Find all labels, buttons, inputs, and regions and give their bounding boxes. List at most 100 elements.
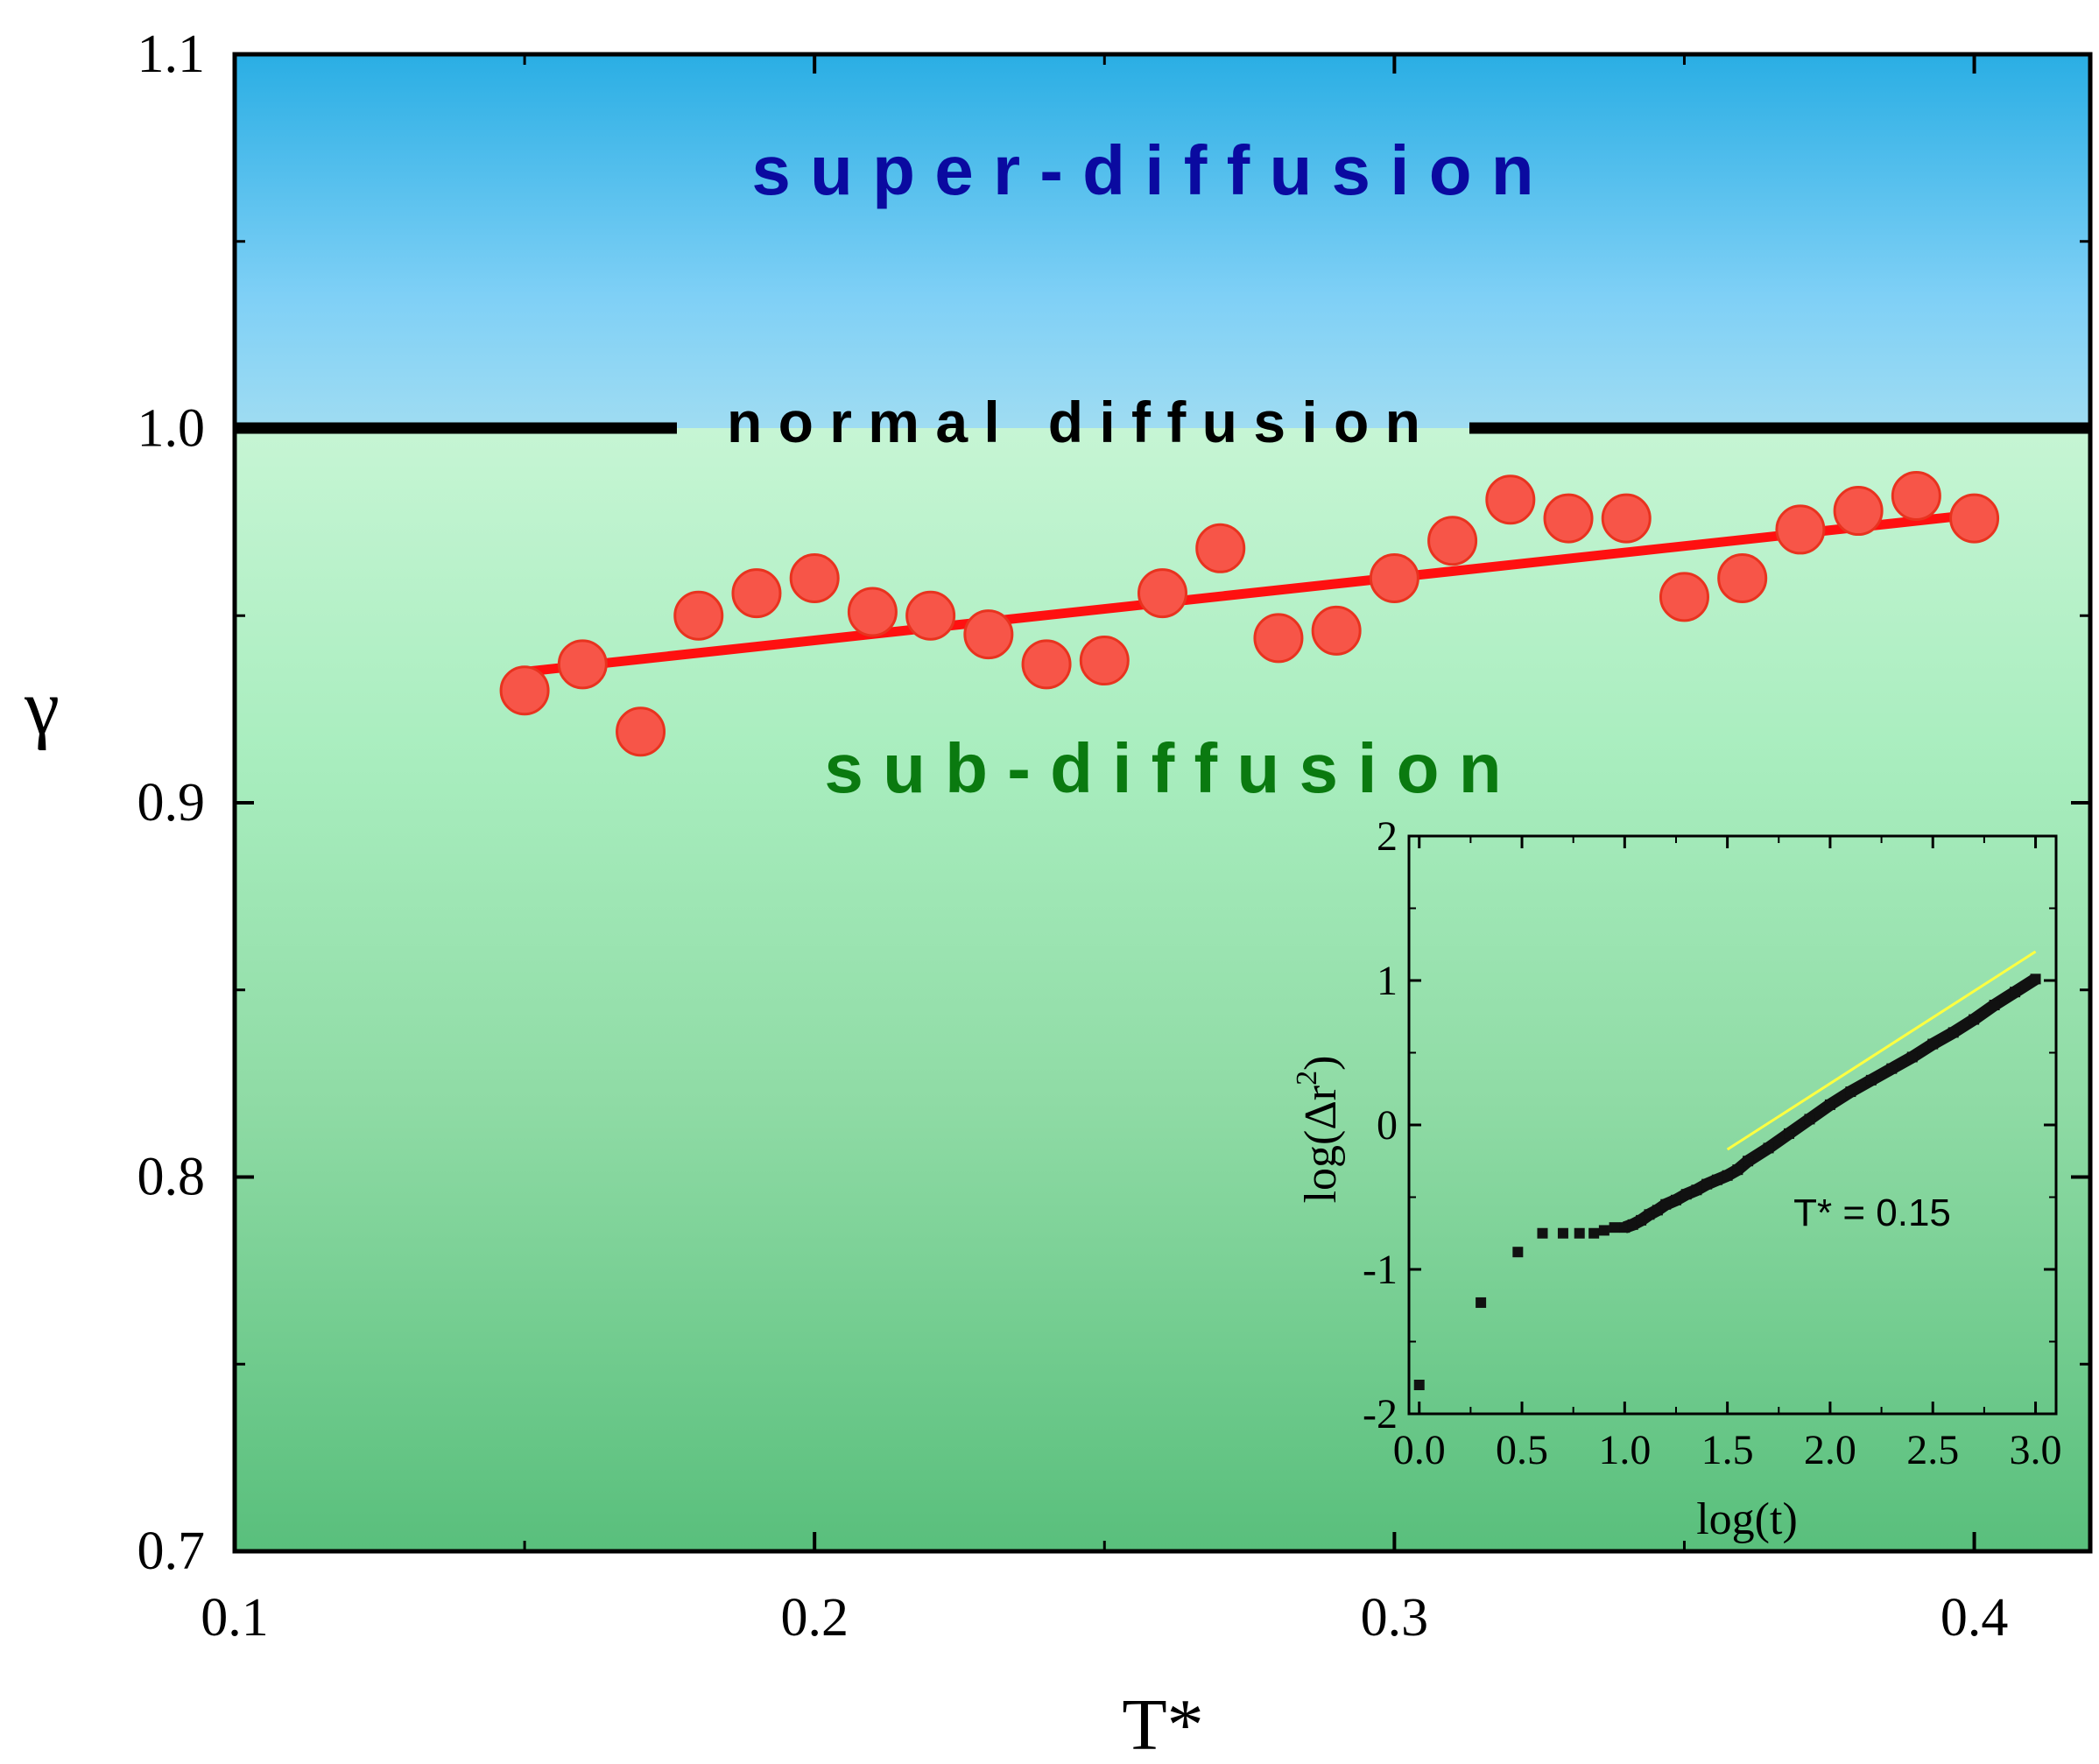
data-point (1833, 486, 1884, 537)
inset-y-tick-label: 0 (1377, 1102, 1398, 1149)
inset-data-point (1732, 1164, 1743, 1176)
inset-data-point (1743, 1156, 1754, 1167)
data-point (847, 587, 898, 637)
super-diffusion-region (235, 54, 2090, 428)
inset-y-tick-label: 1 (1377, 958, 1398, 1004)
y-tick-label: 0.7 (137, 1522, 206, 1581)
data-point (1891, 470, 1941, 521)
inset-data-point (1413, 1380, 1425, 1390)
data-point (1311, 605, 1362, 656)
x-tick-label: 0.1 (201, 1588, 269, 1648)
data-point (1485, 474, 1536, 525)
inset-data-point (1989, 1000, 2000, 1011)
main-points-group (499, 470, 2000, 757)
inset-x-axis-title: log(t) (1696, 1494, 1798, 1544)
x-tick-label: 0.2 (780, 1588, 849, 1648)
inset-data-point (1948, 1027, 1959, 1038)
inset-data-point (1784, 1128, 1795, 1139)
inset-x-tick-label: 2.0 (1804, 1427, 1856, 1473)
data-point (1079, 636, 1130, 686)
inset-data-point (1711, 1174, 1722, 1185)
data-point (789, 553, 840, 603)
data-point (1601, 493, 1652, 544)
inset-ticks-group: 0.0 0.5 1.0 1.5 2.0 2.5 3.0 -2 -1 0 1 2 (1363, 813, 2062, 1473)
data-point (673, 590, 724, 641)
x-tick-label: 0.3 (1361, 1588, 1429, 1648)
inset-y-axis-title: log(Δr2) (1291, 1056, 1346, 1204)
data-point (557, 639, 608, 690)
x-tick-label: 0.4 (1941, 1588, 2009, 1648)
inset-annotation: T* = 0.15 (1793, 1191, 1951, 1234)
inset-data-point (2010, 987, 2021, 998)
data-point (1949, 493, 2000, 544)
inset-data-point (1557, 1227, 1568, 1239)
inset-data-point (2030, 973, 2041, 985)
data-point (963, 609, 1014, 660)
inset-data-point (1660, 1198, 1672, 1210)
data-point (1195, 523, 1246, 573)
data-point (731, 568, 782, 619)
main-ticks-group: 0.1 0.2 0.3 0.4 0.7 0.8 0.9 1.0 1.1 (137, 25, 2090, 1648)
inset-chart: 0.0 0.5 1.0 1.5 2.0 2.5 3.0 -2 -1 0 1 2 T* = 0.15 l… (1291, 813, 2062, 1544)
inset-x-tick-label: 3.0 (2010, 1427, 2062, 1473)
inset-data-point (1927, 1038, 1939, 1050)
data-point (616, 706, 666, 757)
data-point (1253, 613, 1304, 664)
data-point (1138, 568, 1187, 619)
inset-data-point (1763, 1142, 1774, 1154)
inset-data-point (1906, 1051, 1918, 1063)
main-fit-group (519, 510, 1980, 677)
inset-data-point (1598, 1225, 1609, 1236)
data-point (1717, 553, 1768, 603)
y-tick-label: 1.1 (137, 25, 206, 84)
normal-diffusion-label: n o r m a l d i f f u s i o n (727, 390, 1420, 454)
inset-y-tick-label: -2 (1363, 1391, 1398, 1437)
inset-data-point (1680, 1189, 1692, 1200)
inset-x-tick-label: 2.5 (1906, 1427, 1959, 1473)
inset-data-point (1588, 1227, 1600, 1239)
y-tick-label: 0.8 (137, 1148, 206, 1207)
inset-data-point (1824, 1099, 1835, 1110)
inset-data-point (1537, 1227, 1548, 1239)
data-point (905, 590, 956, 641)
y-tick-label: 0.9 (137, 773, 206, 833)
x-axis-title: T* (1122, 1684, 1203, 1764)
inset-data-point (1865, 1074, 1877, 1086)
inset-x-tick-label: 1.5 (1701, 1427, 1754, 1473)
fit-line (519, 510, 1980, 677)
data-point (1427, 516, 1478, 566)
inset-data-point (1969, 1014, 1980, 1025)
inset-data-point (1701, 1178, 1713, 1190)
inset-data-point (1886, 1063, 1898, 1074)
data-point (1369, 553, 1419, 603)
inset-x-tick-label: 0.0 (1393, 1427, 1446, 1473)
inset-data-point (1670, 1194, 1681, 1205)
data-point (1659, 572, 1709, 622)
data-point (499, 665, 550, 716)
super-diffusion-label: s u p e r - d i f f u s i o n (751, 131, 1533, 209)
inset-data-point (1574, 1227, 1585, 1239)
inset-data-point (1722, 1170, 1733, 1181)
inset-data-point (1619, 1222, 1631, 1233)
inset-data-point (1512, 1247, 1524, 1258)
sub-diffusion-label: s u b - d i f f u s i o n (824, 729, 1501, 807)
data-point (1775, 504, 1826, 555)
inset-data-point (1845, 1086, 1856, 1098)
inset-data-point (1644, 1209, 1655, 1220)
inset-data-point (1476, 1297, 1487, 1308)
inset-data-point (1652, 1205, 1663, 1216)
inset-y-tick-label: -1 (1363, 1247, 1398, 1293)
inset-fit-line (1726, 950, 2037, 1151)
inset-data-point (1804, 1114, 1815, 1125)
inset-data-point (1627, 1219, 1638, 1230)
inset-data-point (1609, 1222, 1620, 1233)
inset-data-point (1636, 1214, 1647, 1226)
inset-y-title-prefix: log(Δr (1296, 1086, 1346, 1204)
inset-x-tick-label: 1.0 (1598, 1427, 1651, 1473)
data-point (1021, 639, 1072, 690)
y-tick-label: 1.0 (137, 399, 206, 459)
inset-y-tick-label: 2 (1377, 813, 1398, 860)
inset-x-tick-label: 0.5 (1496, 1427, 1548, 1473)
inset-y-title-sup: 2 (1291, 1071, 1323, 1086)
